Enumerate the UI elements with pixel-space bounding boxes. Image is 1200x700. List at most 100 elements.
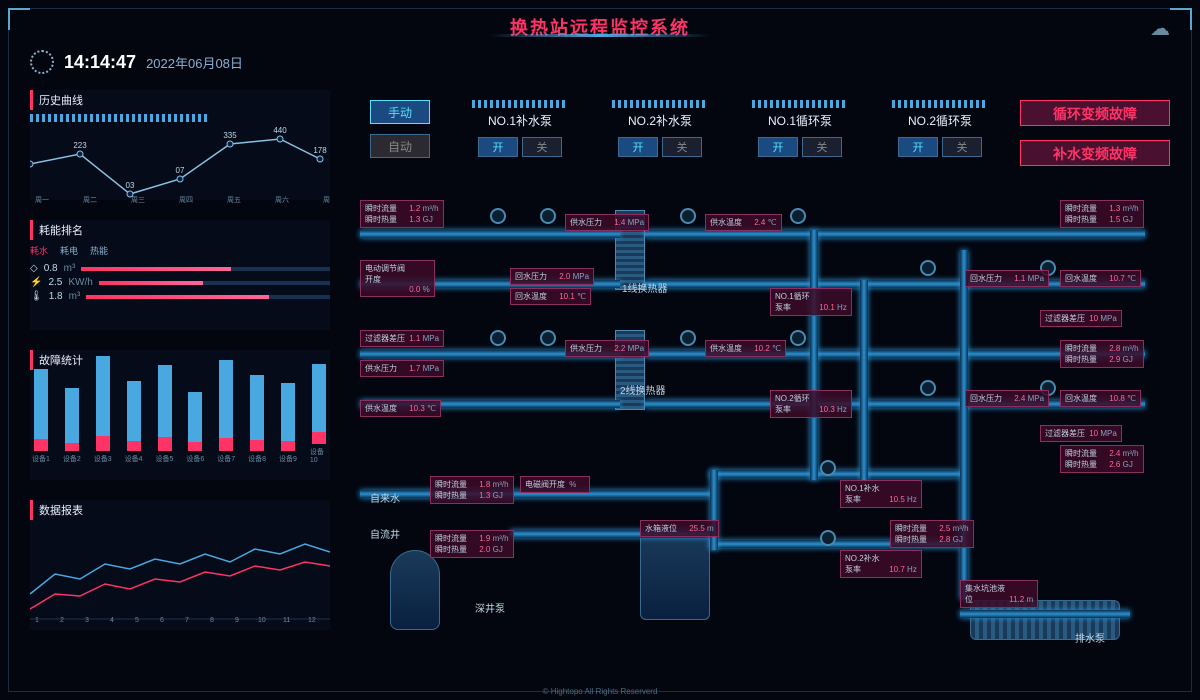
energy-tab[interactable]: 耗水 bbox=[30, 244, 48, 257]
mode-switch: 手动 自动 bbox=[370, 100, 430, 168]
sensor-readout: 电磁阀开度 % bbox=[520, 476, 590, 493]
gauge-icon bbox=[490, 208, 506, 224]
history-title: 历史曲线 bbox=[30, 90, 330, 110]
energy-panel: 耗能排名 耗水 耗电 热能 ◇0.8m³⚡2.5KW/h🌡1.8m³ bbox=[30, 220, 330, 330]
sensor-readout: NO.2循环泵率 10.3 Hz bbox=[770, 390, 852, 418]
svg-text:178: 178 bbox=[313, 146, 327, 155]
fault-bar: 设备2 bbox=[63, 388, 81, 464]
water-tank-2 bbox=[640, 530, 710, 620]
pump-off-button[interactable]: 关 bbox=[662, 137, 702, 157]
gauge-icon bbox=[680, 208, 696, 224]
svg-text:7: 7 bbox=[185, 617, 189, 624]
energy-row: ⚡2.5KW/h bbox=[30, 277, 330, 288]
sensor-readout: 供水压力 1.7 MPa bbox=[360, 360, 444, 377]
gauge-icon bbox=[790, 208, 806, 224]
pump-off-button[interactable]: 关 bbox=[942, 137, 982, 157]
pump-on-button[interactable]: 开 bbox=[898, 137, 938, 157]
svg-text:3: 3 bbox=[85, 617, 89, 624]
svg-text:周一: 周一 bbox=[35, 196, 49, 204]
svg-text:6: 6 bbox=[160, 617, 164, 624]
gauge-icon bbox=[790, 330, 806, 346]
pump-on-button[interactable]: 开 bbox=[478, 137, 518, 157]
gauge-icon bbox=[490, 330, 506, 346]
sensor-readout: 瞬时流量 1.8 m³/h瞬时热量 1.3 GJ bbox=[430, 476, 514, 504]
sensor-readout: 过滤器差压 10 MPa bbox=[1040, 310, 1122, 327]
sensor-readout: 电动调节阀开度 0.0 % bbox=[360, 260, 435, 297]
report-panel: 数据报表 123456789101112 bbox=[30, 500, 330, 630]
svg-text:335: 335 bbox=[223, 131, 237, 140]
svg-text:2: 2 bbox=[60, 617, 64, 624]
sensor-readout: NO.2补水泵率 10.7 Hz bbox=[840, 550, 922, 578]
sensor-readout: 回水压力 2.0 MPa bbox=[510, 268, 594, 285]
sensor-readout: 回水压力 1.1 MPa bbox=[965, 270, 1049, 287]
gauge-icon bbox=[820, 460, 836, 476]
history-panel: 历史曲线 2230307335440178周一周二周三周四周五周六周日 bbox=[30, 90, 330, 200]
sensor-readout: NO.1循环泵率 10.1 Hz bbox=[770, 288, 852, 316]
water-tank-1 bbox=[390, 550, 440, 630]
clock: 14:14:47 2022年06月08日 bbox=[30, 50, 243, 74]
sensor-readout: 瞬时流量 1.3 m³/h瞬时热量 1.5 GJ bbox=[1060, 200, 1144, 228]
fault-bar: 设备7 bbox=[217, 360, 235, 464]
diagram-label: 自来水 bbox=[370, 490, 400, 505]
svg-text:223: 223 bbox=[73, 141, 87, 150]
sensor-readout: NO.1补水泵率 10.5 Hz bbox=[840, 480, 922, 508]
sensor-readout: 供水温度 10.2 ℃ bbox=[705, 340, 786, 357]
report-title: 数据报表 bbox=[30, 500, 330, 520]
gauge-icon bbox=[920, 380, 936, 396]
pump-off-button[interactable]: 关 bbox=[522, 137, 562, 157]
pump-control: NO.2循环泵开关 bbox=[880, 100, 1000, 157]
fault-bar: 设备9 bbox=[279, 383, 297, 464]
fault-bar: 设备10 bbox=[310, 364, 328, 464]
svg-text:周六: 周六 bbox=[275, 195, 289, 204]
energy-tabs[interactable]: 耗水 耗电 热能 bbox=[30, 244, 330, 257]
sensor-readout: 供水温度 10.3 ℃ bbox=[360, 400, 441, 417]
sensor-readout: 供水温度 2.4 ℃ bbox=[705, 214, 782, 231]
fault-bar: 设备5 bbox=[156, 365, 174, 464]
pump-off-button[interactable]: 关 bbox=[802, 137, 842, 157]
sensor-readout: 瞬时流量 1.9 m³/h瞬时热量 2.0 GJ bbox=[430, 530, 514, 558]
alarm-indicator: 补水变频故障 bbox=[1020, 140, 1170, 166]
fault-bar: 设备4 bbox=[125, 381, 143, 464]
stripe-decoration bbox=[30, 114, 210, 122]
sensor-readout: 回水温度 10.7 ℃ bbox=[1060, 270, 1141, 287]
pump-name: NO.2循环泵 bbox=[880, 112, 1000, 129]
diagram-label: 排水泵 bbox=[1075, 630, 1105, 645]
fault-panel: 故障统计 设备1设备2设备3设备4设备5设备6设备7设备8设备9设备10 bbox=[30, 350, 330, 480]
sensor-readout: 回水温度 10.1 ℃ bbox=[510, 288, 591, 305]
sensor-readout: 供水压力 1.4 MPa bbox=[565, 214, 649, 231]
sensor-readout: 回水温度 10.8 ℃ bbox=[1060, 390, 1141, 407]
gauge-icon bbox=[540, 330, 556, 346]
pump-on-button[interactable]: 开 bbox=[618, 137, 658, 157]
svg-text:4: 4 bbox=[110, 617, 114, 624]
svg-text:10: 10 bbox=[258, 617, 266, 624]
report-chart: 123456789101112 bbox=[30, 524, 330, 624]
title-underline bbox=[490, 34, 710, 37]
diagram-label: 1线换热器 bbox=[622, 280, 668, 295]
svg-text:5: 5 bbox=[135, 617, 139, 624]
energy-tab[interactable]: 耗电 bbox=[60, 244, 78, 257]
energy-row: ◇0.8m³ bbox=[30, 263, 330, 274]
sensor-readout: 集水坑池液位 11.2 m bbox=[960, 580, 1038, 608]
energy-tab[interactable]: 热能 bbox=[90, 244, 108, 257]
alarm-indicator: 循环变频故障 bbox=[1020, 100, 1170, 126]
manual-button[interactable]: 手动 bbox=[370, 100, 430, 124]
svg-text:1: 1 bbox=[35, 617, 39, 624]
energy-title: 耗能排名 bbox=[30, 220, 330, 240]
diagram-label: 深井泵 bbox=[475, 600, 505, 615]
auto-button[interactable]: 自动 bbox=[370, 134, 430, 158]
fault-chart: 设备1设备2设备3设备4设备5设备6设备7设备8设备9设备10 bbox=[30, 374, 330, 464]
gauge-icon bbox=[540, 208, 556, 224]
pump-control: NO.1循环泵开关 bbox=[740, 100, 860, 157]
svg-text:周五: 周五 bbox=[227, 196, 241, 204]
svg-text:11: 11 bbox=[283, 617, 290, 624]
svg-text:03: 03 bbox=[126, 181, 135, 190]
fault-bar: 设备8 bbox=[248, 375, 266, 464]
svg-text:12: 12 bbox=[308, 617, 316, 624]
svg-text:周日: 周日 bbox=[323, 196, 330, 204]
sensor-readout: 瞬时流量 2.8 m³/h瞬时热量 2.9 GJ bbox=[1060, 340, 1144, 368]
pump-on-button[interactable]: 开 bbox=[758, 137, 798, 157]
footer-copyright: © Hightopo All Rights Reserverd bbox=[543, 687, 658, 696]
pump-name: NO.2补水泵 bbox=[600, 112, 720, 129]
sensor-readout: 瞬时流量 2.4 m³/h瞬时热量 2.6 GJ bbox=[1060, 445, 1144, 473]
process-diagram: 瞬时流量 1.2 m³/h瞬时热量 1.3 GJ电动调节阀开度 0.0 %瞬时流… bbox=[360, 190, 1170, 670]
